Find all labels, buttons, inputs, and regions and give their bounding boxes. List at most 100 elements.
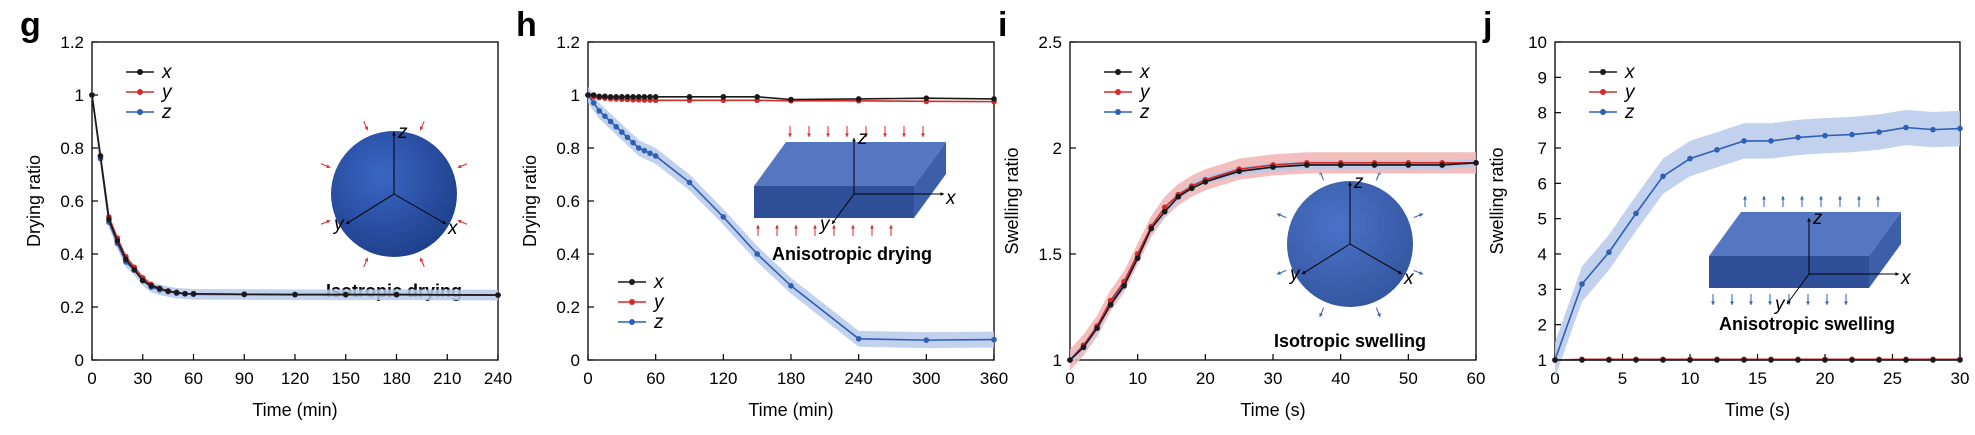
series-x-point: [855, 96, 862, 102]
legend-marker-x: [1115, 69, 1121, 75]
inset-arrow-head: [457, 219, 462, 224]
series-z-point: [590, 100, 597, 106]
series-x-point: [97, 153, 104, 159]
x-tick-label: 240: [844, 369, 872, 388]
inset-sphere: z y x Isotropic swelling: [1274, 170, 1426, 351]
series-z-point: [641, 147, 648, 154]
inset-arrow-head: [419, 126, 424, 131]
series-x-point: [652, 94, 659, 100]
panel-letter: h: [516, 6, 537, 44]
inset-arrow-head: [364, 257, 369, 262]
inset-arrow-head: [1277, 271, 1281, 275]
series-x-point: [1202, 179, 1209, 185]
panel-h: h 0 60 120 180 240 300 360 0 0.2 0.4 0.6 0.8 1 1.2 Time…: [516, 6, 1008, 420]
series-x-point: [1439, 162, 1445, 168]
series-z-point: [613, 124, 619, 130]
y-tick-label: 1.2: [556, 33, 580, 52]
inset-y-axis: [345, 193, 395, 225]
series-z-point: [624, 134, 631, 141]
x-tick-label: 0: [1550, 369, 1559, 388]
inset-arrow-head: [419, 257, 424, 262]
inset-arrow-top-head: [807, 133, 811, 137]
series-x-point: [1371, 162, 1378, 168]
inset-x-axis: [1349, 243, 1403, 275]
y-tick-label: 1: [571, 86, 580, 105]
series-z-point: [855, 336, 862, 342]
series-x-point: [495, 292, 501, 298]
series-x-point: [635, 94, 642, 100]
x-axis-label: Time (min): [252, 400, 337, 420]
inset-arrow-top-head: [921, 133, 925, 137]
x-axis-label: Time (s): [1240, 400, 1305, 420]
legend-marker-x: [629, 279, 635, 285]
legend-label-x: x: [653, 272, 665, 293]
inset-arrow-bottom-head: [756, 225, 760, 229]
x-tick-label: 30: [1951, 369, 1970, 388]
x-tick-label: 10: [1128, 369, 1147, 388]
plot-frame: [1554, 41, 1961, 361]
legend-label-x: x: [1139, 62, 1151, 83]
inset-slab-top: [754, 142, 946, 186]
legend-marker-y: [1600, 89, 1606, 95]
panel-j: j 0 5 10 15 20 25 30 1 2 3 4 5 6 7 8 9 10 Time (s) Swelling…: [1482, 6, 1969, 420]
y-tick-label: 0.6: [556, 192, 580, 211]
inset-arrow-top-head: [826, 133, 830, 137]
inset-z-axis-head: [392, 132, 396, 136]
inset-label: Anisotropic drying: [772, 244, 932, 264]
x-tick-label: 60: [646, 369, 665, 388]
inset-arrow-bottom-head: [1844, 301, 1848, 305]
series-x-point: [590, 92, 597, 98]
inset-arrow-head: [1419, 213, 1423, 217]
series-x-point: [1080, 344, 1087, 351]
inset-z-letter: z: [1353, 172, 1364, 193]
series-x-point: [624, 94, 631, 100]
series-x-point: [1687, 357, 1693, 363]
series-z-point: [788, 283, 794, 289]
series-z-point: [1903, 124, 1909, 131]
inset-arrow-top-head: [788, 133, 792, 137]
x-tick-label: 60: [1467, 369, 1486, 388]
series-x-point: [754, 94, 760, 100]
x-tick-label: 20: [1196, 369, 1215, 388]
y-tick-label: 10: [1528, 33, 1547, 52]
inset-x-letter: x: [1403, 268, 1415, 289]
series-x-point: [114, 237, 121, 244]
y-tick-label: 2.5: [1038, 33, 1062, 52]
inset-arrow-top-head: [1876, 196, 1880, 200]
series-x-point: [1175, 193, 1182, 200]
series-z-point: [1714, 146, 1720, 153]
series-x-point: [1876, 357, 1882, 363]
x-tick-label: 0: [583, 369, 592, 388]
inset-y-letter: y: [1288, 264, 1301, 285]
legend: xyz: [1104, 62, 1151, 123]
legend-marker-z: [629, 319, 635, 325]
legend-label-z: z: [653, 312, 664, 333]
inset-arrow-top-head: [1743, 196, 1747, 200]
x-tick-label: 50: [1399, 369, 1418, 388]
panel-g: g 0 30 60 90 120 150 180 210 240 0 0.2 0.4 0.6 0.8 1 1.2…: [20, 6, 512, 420]
series-z-point: [1822, 132, 1828, 139]
series-x-point: [602, 93, 608, 100]
series-x-point: [1236, 168, 1242, 175]
series-z-point: [1768, 138, 1774, 144]
inset-x-axis-head: [1398, 270, 1402, 274]
inset-arrow-head: [1319, 313, 1323, 317]
legend-label-z: z: [1139, 102, 1150, 123]
series-z-point: [1795, 134, 1801, 141]
x-tick-label: 25: [1883, 369, 1902, 388]
inset-arrow-top-head: [1819, 196, 1823, 200]
y-tick-label: 0.4: [556, 245, 580, 264]
y-tick-label: 0.8: [60, 139, 84, 158]
series-z-point: [754, 251, 760, 257]
inset-y-letter: y: [818, 214, 831, 235]
inset-x-letter: x: [945, 188, 957, 209]
inset-arrow-head: [364, 126, 369, 131]
legend-marker-z: [137, 109, 143, 115]
y-tick-label: 0.8: [556, 139, 580, 158]
series-x-point: [1660, 357, 1666, 363]
series-z-point: [1849, 131, 1855, 138]
series-z-point: [630, 139, 636, 146]
legend: xyz: [126, 62, 173, 123]
y-tick-label: 3: [1538, 280, 1547, 299]
series-x-point: [148, 283, 155, 289]
